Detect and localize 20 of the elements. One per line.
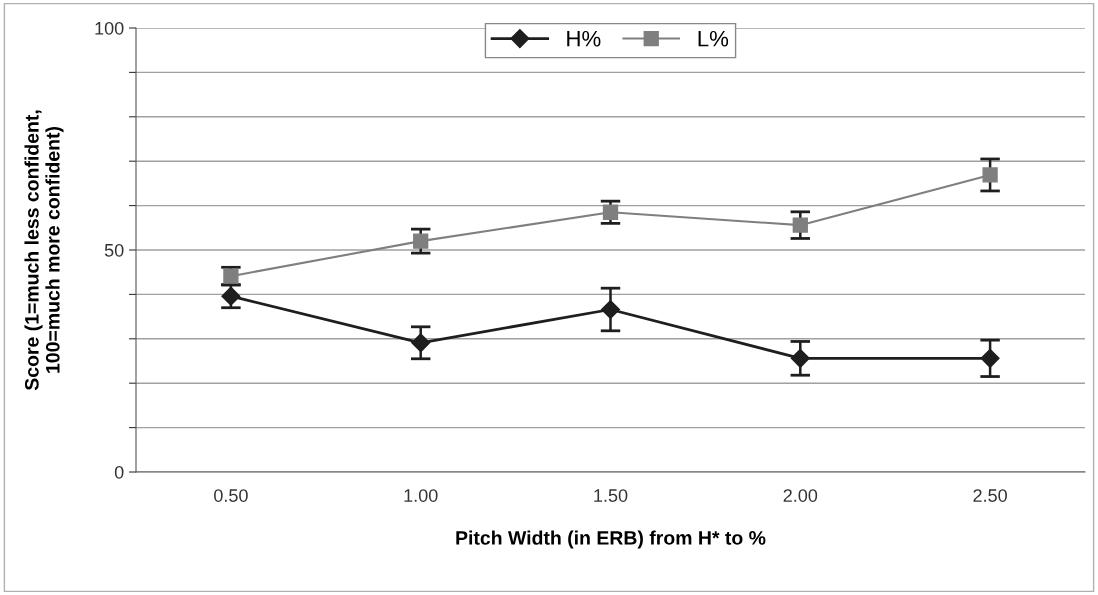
- point: [980, 348, 1000, 368]
- point: [411, 333, 431, 353]
- point: [600, 299, 621, 320]
- point: [602, 204, 619, 220]
- y-tick-label: 50: [104, 243, 124, 257]
- x-axis-title: Pitch Width (in ERB) from H* to %: [456, 530, 766, 549]
- point: [792, 217, 808, 233]
- y-tick-label: 100: [95, 21, 124, 35]
- y-axis-title: Score (1=much less confident, 100=much more confident): [24, 110, 64, 391]
- legend-label: L%: [698, 30, 729, 47]
- point: [982, 167, 998, 183]
- x-tick-label: 1.00: [404, 489, 438, 502]
- x-tick-label: 2.00: [783, 489, 818, 502]
- x-tick-label: 1.50: [594, 489, 628, 502]
- x-tick-label: 0.50: [214, 489, 248, 502]
- point: [413, 233, 429, 249]
- point: [790, 348, 810, 368]
- y-tick-label: 0: [114, 465, 124, 479]
- legend-label: H%: [567, 30, 601, 47]
- x-tick-label: 2.50: [973, 489, 1007, 502]
